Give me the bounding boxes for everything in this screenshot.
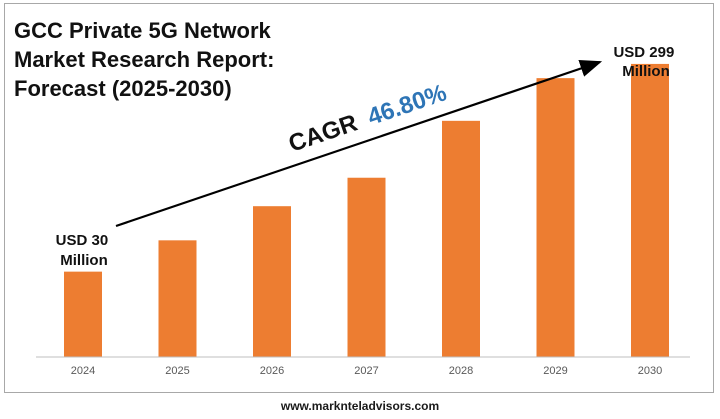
end-value-line-2: Million xyxy=(622,63,670,80)
title-line-1: GCC Private 5G Network xyxy=(14,18,271,43)
x-tick-label-2027: 2027 xyxy=(354,365,378,377)
bar-2026 xyxy=(253,206,291,357)
x-tick-label-2029: 2029 xyxy=(543,365,567,377)
x-tick-label-2024: 2024 xyxy=(71,365,95,377)
trend-arrow xyxy=(115,60,603,228)
bar-2024 xyxy=(64,271,102,357)
end-value-label: USD 299 Million xyxy=(613,44,678,80)
bar-2025 xyxy=(158,240,197,357)
footer-url: www.marknteladvisors.com xyxy=(280,399,440,413)
cagr-label: CAGR xyxy=(285,109,361,157)
start-value-label: USD 30 Million xyxy=(56,232,113,269)
title-line-2: Market Research Report: xyxy=(14,47,275,72)
bar-2028 xyxy=(442,120,480,357)
x-tick-label-2025: 2025 xyxy=(165,365,189,377)
x-tick-label-2026: 2026 xyxy=(260,365,284,377)
x-tick-label-2030: 2030 xyxy=(638,365,662,377)
bar-2029 xyxy=(536,78,575,358)
end-value-line-1: USD 299 xyxy=(613,44,674,61)
x-tick-label-2028: 2028 xyxy=(449,365,473,377)
cagr-value: 46.80% xyxy=(364,79,450,131)
bar-2027 xyxy=(347,177,386,357)
title-line-3: Forecast (2025-2030) xyxy=(14,76,232,101)
start-value-line-2: Million xyxy=(60,252,108,269)
bar-2030 xyxy=(631,63,669,357)
cagr-annotation: CAGR 46.80% xyxy=(285,79,450,157)
start-value-line-1: USD 30 xyxy=(56,232,109,249)
chart-title: GCC Private 5G Network Market Research R… xyxy=(14,16,294,103)
